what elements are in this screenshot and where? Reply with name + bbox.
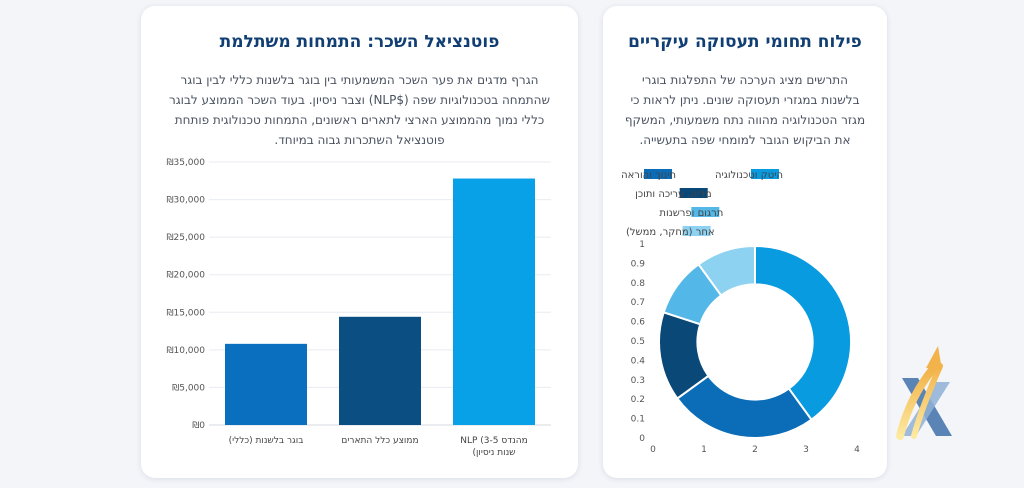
legend-swatch xyxy=(751,169,779,179)
y-tick-label: 0.3 xyxy=(631,376,645,386)
salary-potential-card: פוטנציאל השכר: התמחות משתלמת הגרף מדגים … xyxy=(141,6,578,478)
legend-label: חינוך והוראה xyxy=(621,170,676,181)
x-tick-label: 2 xyxy=(752,445,758,455)
x-tick-label-line: שנות ניסיון) xyxy=(472,448,515,458)
y-tick-label: 1 xyxy=(639,240,645,250)
legend-label: אחר (מחקר, ממשל) xyxy=(626,227,715,238)
salary-card-description: הגרף מדגים את פער השכר המשמעותי בין בוגר… xyxy=(168,73,551,147)
y-tick-label: 0.6 xyxy=(631,318,646,328)
legend-label: מדיה, עריכה ותוכן xyxy=(635,189,712,200)
distribution-card-title: פילוח תחומי תעסוקה עיקריים xyxy=(628,32,862,52)
x-tick-label-line: בוגר בלשנות (כללי) xyxy=(229,436,304,446)
y-tick-label: 0.2 xyxy=(631,395,645,405)
x-tick-label: ממוצע כלל התארים xyxy=(341,436,418,446)
y-tick-label: ₪5,000 xyxy=(172,383,205,393)
employment-donut-chart: היטק וטכנולוגיה חינוך והוראה מדיה, עריכה ו… xyxy=(621,169,860,455)
legend-swatch xyxy=(679,188,708,198)
x-tick-label-line: ממוצע כלל התארים xyxy=(341,436,418,446)
y-tick-label: ₪35,000 xyxy=(166,158,205,168)
y-tick-label: 0.9 xyxy=(631,259,646,269)
legend-swatch xyxy=(691,207,720,217)
distribution-card-description: התרשים מציג הערכה של התפלגות בוגרי בלשנו… xyxy=(624,73,866,147)
legend-swatch xyxy=(644,169,672,179)
y-tick-label: ₪20,000 xyxy=(166,271,205,281)
legend-label: תרגום ופרשנות xyxy=(659,208,723,219)
bar xyxy=(453,178,535,425)
x-tick-label: 3 xyxy=(803,445,809,455)
y-tick-label: ₪10,000 xyxy=(166,346,205,356)
y-tick-label: 0 xyxy=(639,434,645,444)
donut-slice xyxy=(754,244,852,422)
y-tick-label: 0.1 xyxy=(631,415,645,425)
donut-slice xyxy=(675,374,813,439)
brand-logo-icon xyxy=(896,346,952,440)
x-tick-label: 1 xyxy=(701,445,707,455)
y-tick-label: 0.4 xyxy=(631,356,646,366)
legend-label: היטק וטכנולוגיה xyxy=(715,170,783,181)
bar xyxy=(225,343,307,425)
x-tick-label: 0 xyxy=(650,445,656,455)
y-tick-label: ₪15,000 xyxy=(166,308,205,318)
y-tick-label: 0.7 xyxy=(631,298,645,308)
x-tick-label: מהנדס NLP (3-5 שנות ניסיון) xyxy=(460,436,527,458)
x-tick-label: בוגר בלשנות (כללי) xyxy=(229,436,304,446)
employment-distribution-card: פילוח תחומי תעסוקה עיקריים התרשים מציג ה… xyxy=(603,6,887,478)
x-tick-label-line: מהנדס NLP (3-5 xyxy=(460,436,527,446)
bar xyxy=(339,316,421,425)
legend-swatch xyxy=(682,226,711,236)
y-tick-label: 0.8 xyxy=(631,279,646,289)
y-tick-label: ₪25,000 xyxy=(166,233,205,243)
y-tick-label: 0.5 xyxy=(631,337,645,347)
salary-card-title: פוטנציאל השכר: התמחות משתלמת xyxy=(219,32,500,52)
y-tick-label: ₪30,000 xyxy=(166,196,205,206)
salary-bar-chart: ₪0 ₪5,000 ₪10,000 ₪15,000 ₪20,000 ₪25,000 ₪30,… xyxy=(166,158,551,458)
y-tick-label: ₪0 xyxy=(192,421,205,431)
x-tick-label: 4 xyxy=(854,445,860,455)
donut-slice xyxy=(697,244,756,297)
